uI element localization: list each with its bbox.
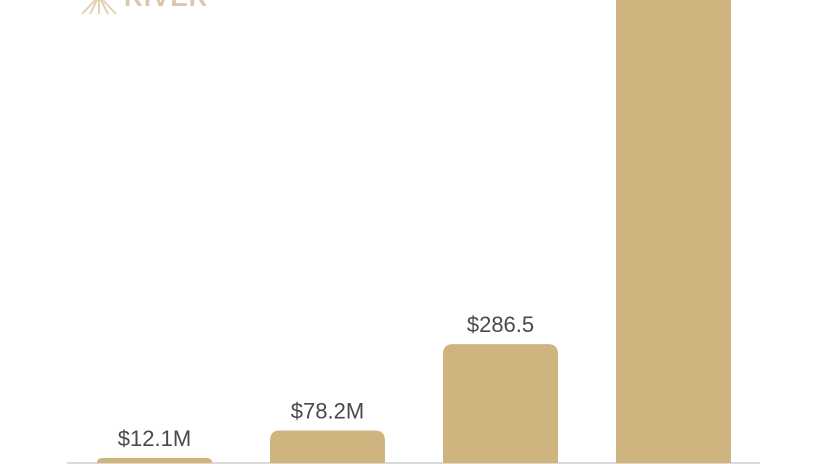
logo: RIVER xyxy=(81,0,208,15)
logo-text: RIVER xyxy=(124,0,208,12)
bar xyxy=(443,344,558,463)
value-label: $286.5 xyxy=(467,312,534,337)
logo-icon xyxy=(81,0,117,15)
value-label: $78.2M xyxy=(291,399,364,424)
value-label: $12.1M xyxy=(118,426,191,451)
bar xyxy=(270,430,385,463)
bar xyxy=(616,0,731,463)
bar xyxy=(97,457,212,463)
